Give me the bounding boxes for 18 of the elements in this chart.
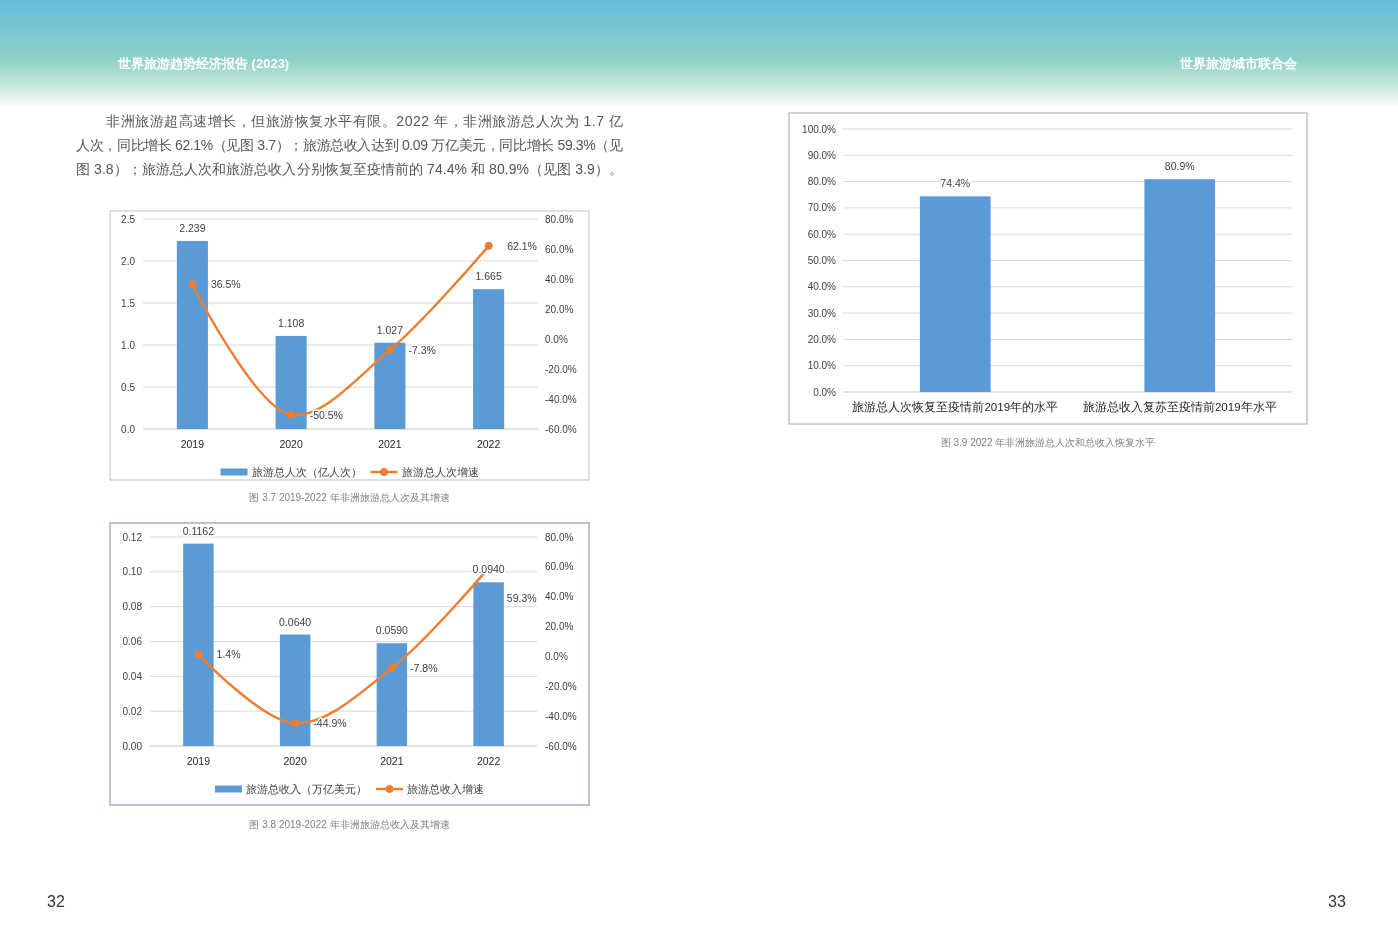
y-tick-label: 0.0% <box>813 386 837 398</box>
x-tick-label: 旅游总收入复苏至疫情前2019年水平 <box>1082 400 1277 413</box>
data-label: 80.9% <box>1164 160 1195 173</box>
text: 图 3.9 2022 年非洲旅游总人次和总收入恢复水平 <box>940 437 1156 448</box>
text: 世界旅游城市联合会 <box>1179 56 1298 71</box>
y-tick-label: 100.0% <box>802 123 837 135</box>
y-tick-label: 70.0% <box>807 202 837 214</box>
y-tick-label: 20.0% <box>807 333 837 345</box>
y-tick-label: 30.0% <box>807 307 837 319</box>
text: 33 <box>1328 893 1346 910</box>
y-tick-label: 90.0% <box>807 149 837 161</box>
y-tick-label: 50.0% <box>807 255 837 266</box>
data-label: 74.4% <box>940 177 971 190</box>
y-tick-label: 80.0% <box>807 176 837 188</box>
y-tick-label: 10.0% <box>807 360 837 372</box>
y-tick-label: 40.0% <box>807 281 837 293</box>
x-tick-label: 旅游总人次恢复至疫情前2019年的水平 <box>852 401 1059 413</box>
y-tick-label: 60.0% <box>807 228 837 240</box>
